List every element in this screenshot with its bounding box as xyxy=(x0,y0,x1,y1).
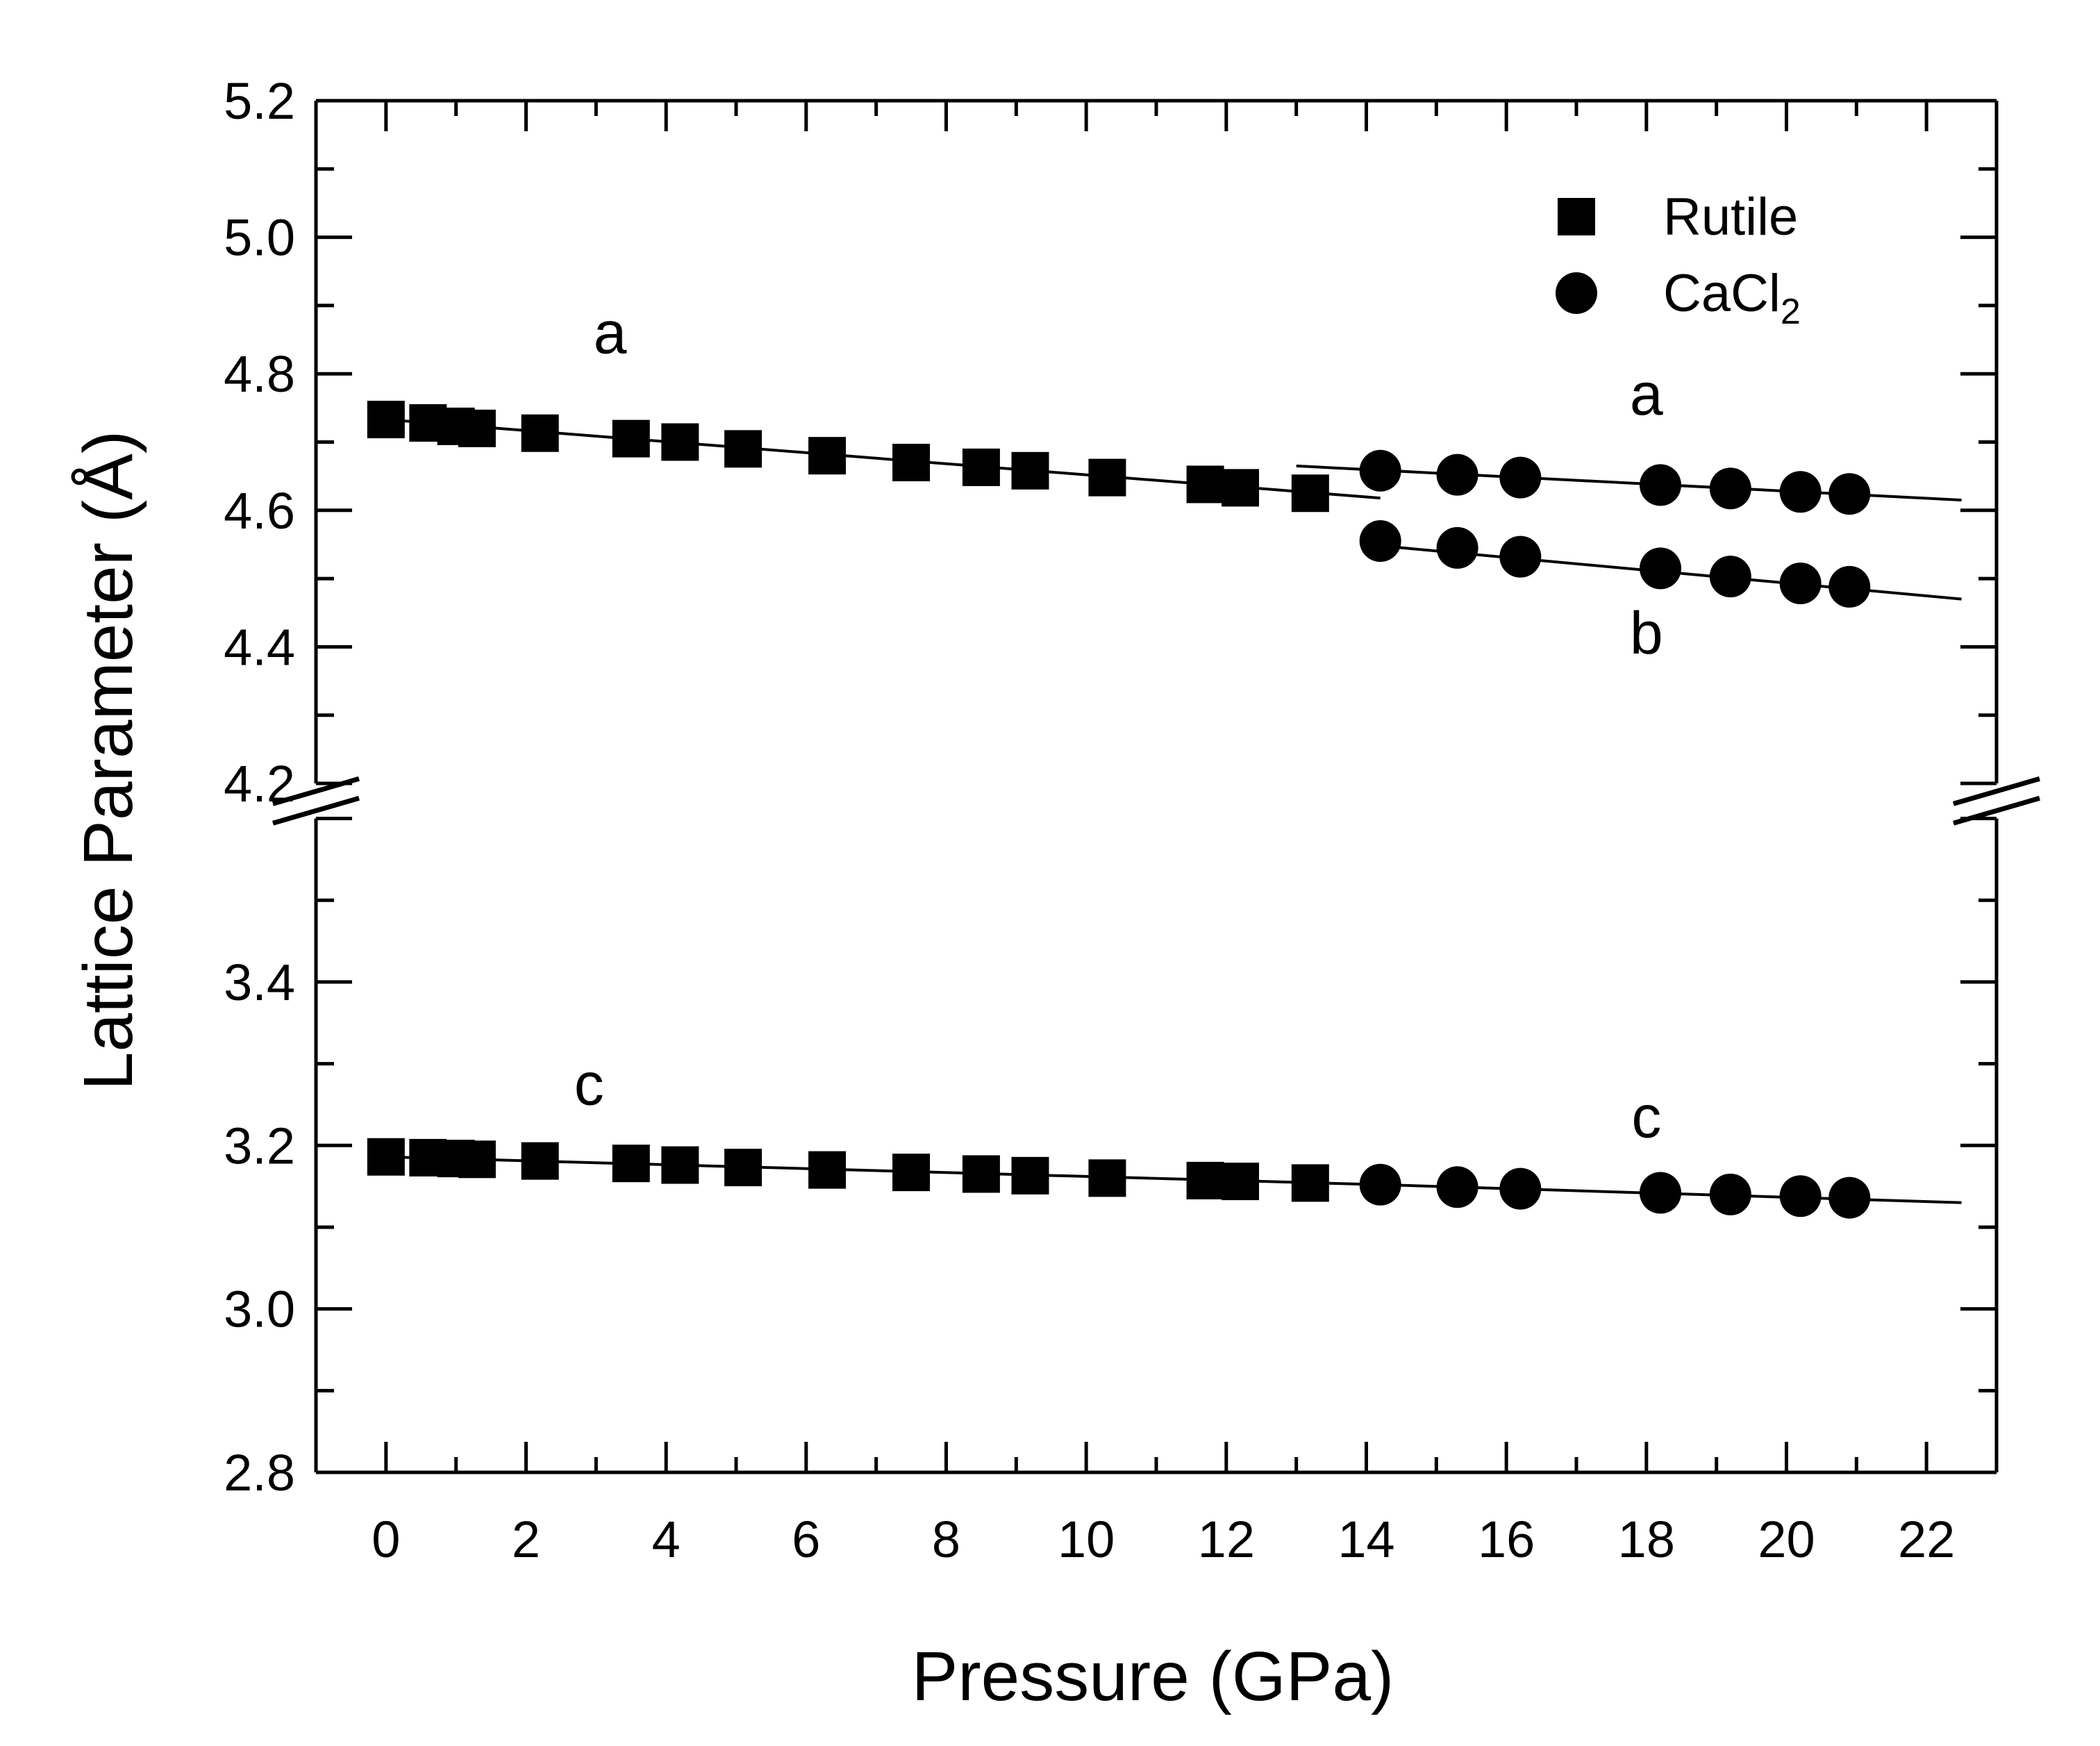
y-tick-label: 4.2 xyxy=(224,755,295,813)
cacl2-point xyxy=(1499,456,1542,499)
annotations: a a b c c xyxy=(574,300,1663,1151)
legend-marker-square xyxy=(1558,198,1595,235)
y-tick-label: 3.4 xyxy=(224,954,295,1011)
rutile-point xyxy=(808,437,847,475)
cacl2-point xyxy=(1499,535,1542,578)
cacl2-point xyxy=(1828,565,1871,608)
cacl2-point xyxy=(1640,464,1681,506)
cacl2-point xyxy=(1709,556,1751,598)
rutile-point xyxy=(1291,1164,1329,1202)
axis-ticks xyxy=(316,99,1997,1474)
legend-label: CaCl2 xyxy=(1663,264,1801,332)
cacl2-point xyxy=(1828,473,1871,515)
y-tick-label: 5.0 xyxy=(224,209,295,267)
cacl2-point xyxy=(1359,449,1401,492)
x-tick-label: 4 xyxy=(652,1511,681,1568)
rutile-point xyxy=(661,423,699,461)
fit-lines xyxy=(385,418,1962,1204)
y-tick-label: 2.8 xyxy=(224,1444,295,1502)
rutile-point xyxy=(1186,465,1224,504)
cacl2-point xyxy=(1640,547,1681,590)
x-tick-label: 2 xyxy=(512,1511,540,1568)
series-annotation: c xyxy=(574,1051,604,1117)
y-tick-label: 3.0 xyxy=(224,1281,295,1338)
rutile-point xyxy=(1011,1156,1049,1195)
y-tick-label: 4.8 xyxy=(224,345,295,403)
rutile-point xyxy=(962,1155,1000,1193)
legend: Rutile CaCl2 xyxy=(1556,188,1801,332)
x-tick-label: 14 xyxy=(1338,1511,1394,1568)
rutile-point xyxy=(1011,451,1049,490)
series-annotation: c xyxy=(1631,1084,1661,1151)
x-tick-label: 0 xyxy=(372,1511,400,1568)
x-tick-label: 16 xyxy=(1478,1511,1535,1568)
series-annotation: b xyxy=(1630,600,1663,667)
cacl2-point xyxy=(1779,471,1822,513)
rutile-point xyxy=(1222,1163,1259,1201)
data-points xyxy=(367,401,1871,1219)
rutile-point xyxy=(962,448,1000,486)
rutile-point xyxy=(367,1138,405,1176)
cacl2-point xyxy=(1779,562,1822,604)
legend-marker-circle xyxy=(1556,272,1597,314)
x-tick-label: 22 xyxy=(1898,1511,1955,1568)
y-tick-label: 3.2 xyxy=(224,1117,295,1174)
legend-label: Rutile xyxy=(1663,188,1798,247)
legend-label-subscript: 2 xyxy=(1781,292,1801,332)
rutile-point xyxy=(1291,474,1329,513)
axis-break-left xyxy=(272,795,360,826)
rutile-point xyxy=(724,1149,762,1187)
cacl2-point xyxy=(1709,1173,1751,1215)
rutile-point xyxy=(1222,469,1259,507)
x-tick-label: 18 xyxy=(1618,1511,1675,1568)
cacl2-point xyxy=(1436,1166,1478,1208)
rutile-point xyxy=(661,1146,699,1184)
cacl2-point xyxy=(1709,467,1751,510)
cacl2-point xyxy=(1499,1167,1542,1210)
cacl2-point xyxy=(1359,1163,1401,1206)
rutile-point xyxy=(612,1145,650,1183)
rutile-point xyxy=(521,414,559,452)
tick-labels: 0 2 4 6 8 10 12 14 16 18 20 22 4.2 4.4 4.6 4.8 5.0 5.2 2.8… xyxy=(224,72,1955,1568)
rutile-point xyxy=(612,419,650,458)
cacl2-point xyxy=(1640,1172,1681,1214)
rutile-point xyxy=(521,1142,559,1180)
x-axis-title: Pressure (GPa) xyxy=(912,1638,1394,1715)
cacl2-point xyxy=(1436,526,1478,569)
x-tick-label: 10 xyxy=(1058,1511,1115,1568)
series-annotation: a xyxy=(594,300,627,367)
y-tick-label: 4.6 xyxy=(224,482,295,540)
series-annotation: a xyxy=(1630,361,1663,428)
rutile-point xyxy=(1186,1161,1224,1199)
y-tick-label: 4.4 xyxy=(224,618,295,676)
x-tick-label: 6 xyxy=(792,1511,820,1568)
y-axis-title: Lattice Parameter (Å) xyxy=(69,431,147,1090)
rutile-point xyxy=(367,401,405,439)
cacl2-point xyxy=(1436,454,1478,496)
rutile-point xyxy=(458,409,496,447)
x-tick-label: 20 xyxy=(1758,1511,1815,1568)
x-tick-label: 8 xyxy=(932,1511,960,1568)
rutile-point xyxy=(892,443,931,481)
rutile-point xyxy=(892,1154,931,1192)
rutile-point xyxy=(1088,1159,1126,1197)
y-tick-label: 5.2 xyxy=(224,72,295,130)
cacl2-point xyxy=(1359,520,1401,563)
axis-break-right xyxy=(1953,776,2040,806)
rutile-point xyxy=(808,1151,847,1189)
cacl2-point xyxy=(1779,1175,1822,1217)
x-tick-label: 12 xyxy=(1198,1511,1255,1568)
rutile-point xyxy=(1088,458,1126,497)
rutile-point xyxy=(458,1140,496,1179)
cacl2-point xyxy=(1828,1177,1871,1219)
rutile-point xyxy=(724,430,762,468)
